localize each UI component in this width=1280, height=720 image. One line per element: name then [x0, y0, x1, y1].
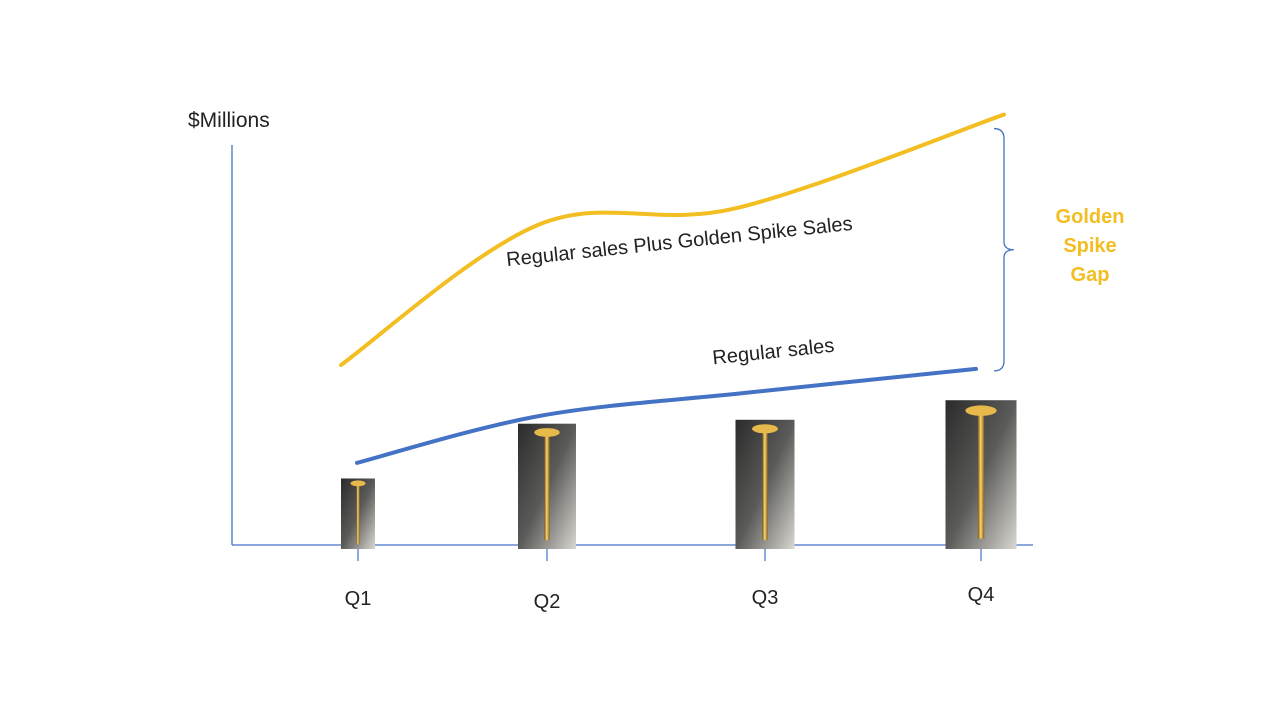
spike-head [534, 428, 560, 437]
x-tick-label-q2: Q2 [534, 591, 561, 613]
y-axis-label: $Millions [188, 109, 270, 132]
gap-annotation-line: Golden [1056, 206, 1125, 228]
x-tick-label-q1: Q1 [345, 588, 372, 610]
spike-head [965, 405, 997, 416]
series-line-regular-plus-golden-spike [339, 112, 1006, 367]
series-label-regular-sales: Regular sales [711, 335, 835, 370]
gap-annotation-line: Spike [1063, 235, 1116, 257]
series-line-regular-sales [355, 366, 978, 465]
series-label-regular-plus-golden-spike: Regular sales Plus Golden Spike Sales [505, 213, 853, 271]
spike-shaft [762, 428, 768, 540]
spike-shaft [356, 483, 360, 545]
series-lines [339, 112, 1006, 465]
spike-bars [341, 400, 1017, 549]
spike-bar-q1 [341, 478, 375, 549]
spike-shaft [544, 432, 550, 541]
spike-shaft [977, 410, 985, 539]
spike-head [350, 480, 366, 487]
spike-bar-q3 [735, 419, 795, 549]
x-tick-label-q4: Q4 [968, 584, 995, 606]
spike-bar-q4 [945, 400, 1017, 549]
gap-bracket [993, 127, 1015, 372]
spike-bar-q2 [518, 423, 576, 549]
spike-head [752, 424, 778, 434]
gap-annotation: Golden Spike Gap [1056, 206, 1125, 286]
gap-annotation-line: Gap [1071, 264, 1110, 286]
x-tick-label-q3: Q3 [752, 587, 779, 609]
